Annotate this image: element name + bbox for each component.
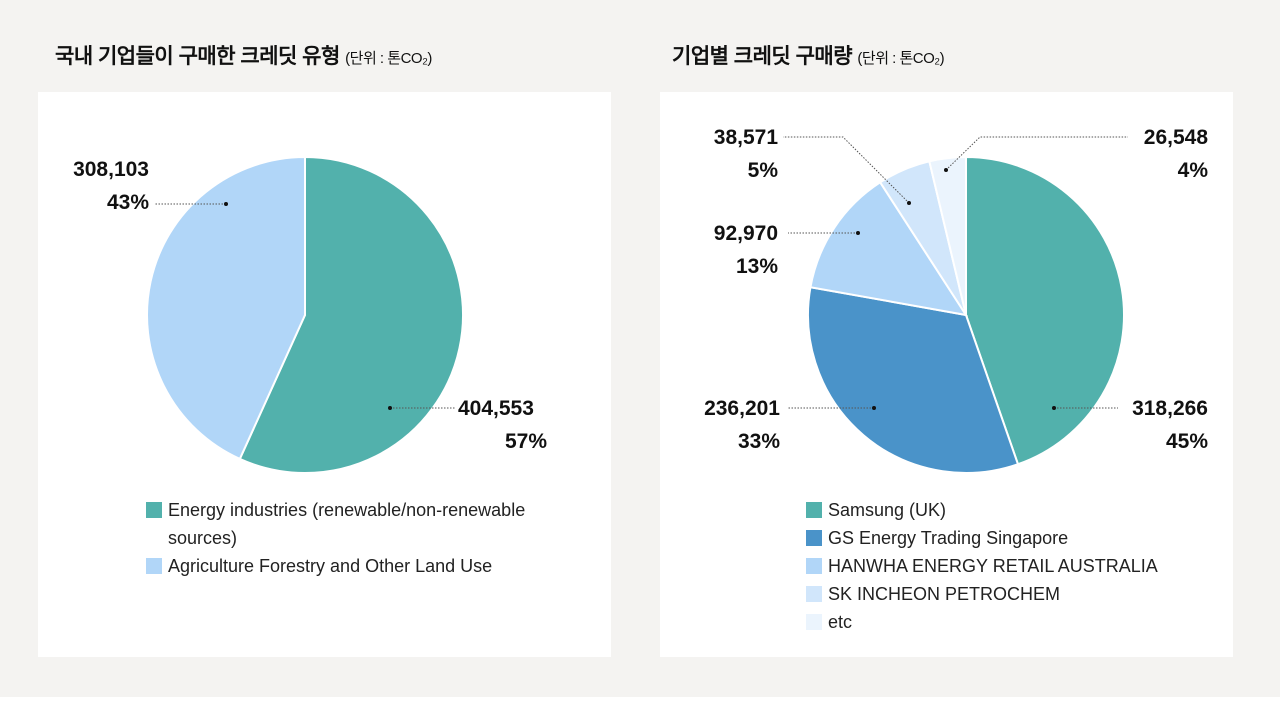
- chart2-percent-label-4: 4%: [1177, 159, 1208, 182]
- chart2-slice-4: [928, 155, 967, 316]
- chart2-percent-label-0: 45%: [1165, 430, 1208, 453]
- chart2-value-label-0: 318,266: [1132, 397, 1208, 420]
- chart1-slice-0: [238, 155, 464, 474]
- chart2-title-text: 기업별 크레딧 구매량: [672, 45, 853, 68]
- chart1-value-label-1: 308,103: [73, 158, 149, 181]
- chart1-title: 국내 기업들이 구매한 크레딧 유형 (단위 : 톤CO₂): [55, 40, 432, 70]
- chart1-slice-1: [146, 155, 306, 461]
- chart2-slice-0: [965, 155, 1125, 466]
- chart2-leader-line-4: [945, 136, 1128, 171]
- chart2-percent-label-3: 5%: [747, 159, 778, 182]
- chart1-percent-label-1: 43%: [106, 191, 149, 214]
- chart2-title: 기업별 크레딧 구매량 (단위 : 톤CO₂): [672, 40, 945, 70]
- chart2-leader-line-3: [783, 136, 910, 204]
- legend-swatch: [806, 558, 822, 574]
- chart2-value-label-2: 92,970: [713, 222, 778, 245]
- chart1-percent-label-0: 57%: [504, 430, 547, 453]
- chart2-legend: Samsung (UK) GS Energy Trading Singapore H…: [806, 496, 1226, 636]
- legend-label: Agriculture Forestry and Other Land Use: [168, 556, 493, 576]
- chart2-value-label-4: 26,548: [1143, 126, 1208, 149]
- chart2-value-label-3: 38,571: [713, 126, 778, 149]
- chart2-leader-dot-0: [1052, 406, 1056, 410]
- chart2-leader-dot-4: [944, 168, 948, 172]
- legend-label: SK INCHEON PETROCHEM: [828, 584, 1061, 604]
- chart2-legend-item-3: SK INCHEON PETROCHEM: [806, 580, 1226, 608]
- chart2-legend-item-0: Samsung (UK): [806, 496, 1226, 524]
- chart1-leader-dot-0: [388, 406, 392, 410]
- chart2-percent-label-2: 13%: [735, 255, 778, 278]
- chart2-unit: (단위 : 톤CO₂): [857, 50, 945, 67]
- chart2-leader-dot-2: [856, 231, 860, 235]
- legend-swatch: [146, 502, 162, 518]
- chart2-leader-dot-1: [872, 406, 876, 410]
- legend-swatch: [806, 586, 822, 602]
- legend-label: etc: [828, 612, 853, 632]
- chart2-leader-dot-3: [907, 201, 911, 205]
- chart2-value-label-1: 236,201: [704, 397, 780, 420]
- legend-swatch: [806, 502, 822, 518]
- chart1-unit: (단위 : 톤CO₂): [345, 50, 432, 67]
- chart1-legend-item-1: Agriculture Forestry and Other Land Use: [146, 552, 566, 580]
- legend-swatch: [806, 614, 822, 630]
- chart1-leader-dot-1: [224, 202, 228, 206]
- legend-swatch: [806, 530, 822, 546]
- chart1-value-label-0: 404,553: [458, 397, 534, 420]
- chart1-legend-item-0: Energy industries (renewable/non-renewab…: [146, 496, 566, 552]
- legend-label: HANWHA ENERGY RETAIL AUSTRALIA: [828, 556, 1158, 576]
- chart2-slice-1: [807, 286, 1020, 474]
- chart1-title-text: 국내 기업들이 구매한 크레딧 유형: [55, 45, 340, 68]
- chart2-legend-item-4: etc: [806, 608, 1226, 636]
- legend-swatch: [146, 558, 162, 574]
- chart2-legend-item-1: GS Energy Trading Singapore: [806, 524, 1226, 552]
- footer-strip: [0, 697, 1280, 703]
- chart2-slice-2: [809, 180, 969, 317]
- legend-label: Samsung (UK): [828, 500, 947, 520]
- chart1-legend: Energy industries (renewable/non-renewab…: [146, 496, 566, 580]
- chart2-legend-item-2: HANWHA ENERGY RETAIL AUSTRALIA: [806, 552, 1226, 580]
- chart2-percent-label-1: 33%: [737, 430, 780, 453]
- legend-label: GS Energy Trading Singapore: [828, 528, 1069, 548]
- legend-label: Energy industries (renewable/non-renewab…: [168, 500, 526, 548]
